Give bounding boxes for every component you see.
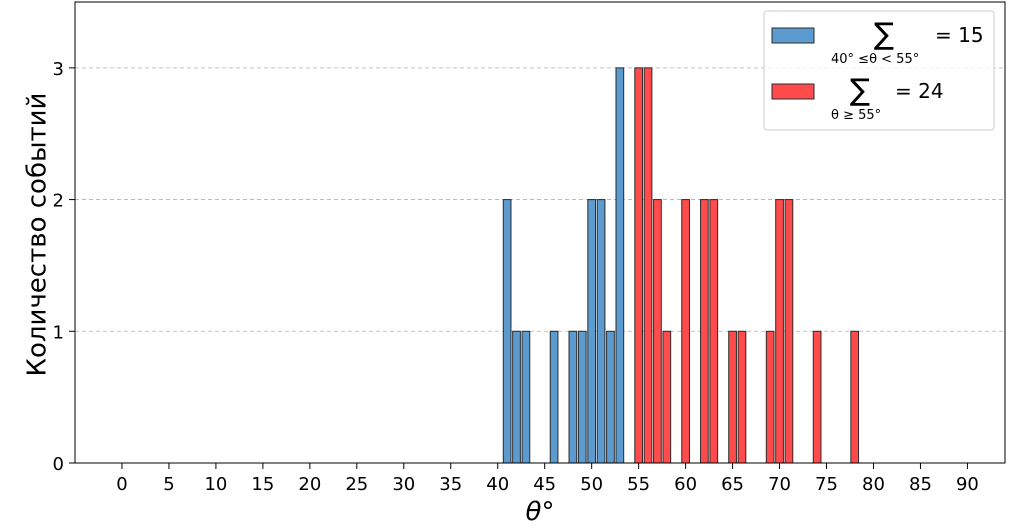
plot-frame bbox=[74, 1, 1006, 464]
bar bbox=[568, 330, 578, 464]
bar bbox=[502, 199, 512, 464]
bar bbox=[812, 330, 822, 464]
x-tick-label: 90 bbox=[956, 474, 979, 495]
legend-value: = 15 bbox=[935, 23, 984, 47]
y-tick-label: 2 bbox=[53, 191, 64, 212]
legend-swatch bbox=[771, 27, 815, 44]
legend-box bbox=[763, 10, 995, 131]
bar bbox=[549, 330, 559, 464]
x-tick-label: 20 bbox=[298, 474, 321, 495]
x-tick-label: 55 bbox=[627, 474, 650, 495]
x-tick-label: 50 bbox=[580, 474, 603, 495]
x-tick-label: 30 bbox=[392, 474, 415, 495]
bar bbox=[577, 330, 587, 464]
x-tick-label: 0 bbox=[116, 474, 127, 495]
y-tick-label: 3 bbox=[53, 59, 64, 80]
bar bbox=[681, 199, 690, 464]
bar bbox=[775, 199, 784, 464]
y-axis-ticks: 0 1 2 3 bbox=[53, 59, 75, 475]
x-tick-label: 45 bbox=[533, 474, 556, 495]
bar bbox=[596, 199, 606, 464]
legend-sum-symbol: ∑ bbox=[874, 17, 894, 52]
bar bbox=[765, 330, 775, 464]
legend-subscript: θ ≥ 55° bbox=[831, 108, 881, 123]
legend: ∑40° ≤θ < 55°= 15∑θ ≥ 55°= 24 bbox=[763, 10, 995, 131]
x-tick-label: 5 bbox=[163, 474, 174, 495]
bar bbox=[512, 330, 521, 464]
x-tick-label: 75 bbox=[815, 474, 838, 495]
x-tick-label: 25 bbox=[345, 474, 368, 495]
legend-swatch bbox=[771, 83, 815, 100]
legend-sum-symbol: ∑ bbox=[850, 73, 870, 108]
y-axis-label: Количество событий bbox=[23, 93, 53, 377]
grid-lines bbox=[75, 67, 1005, 332]
bars bbox=[118, 67, 972, 464]
y-tick-label: 1 bbox=[53, 322, 64, 343]
bar bbox=[728, 330, 737, 464]
bar bbox=[521, 330, 531, 464]
x-tick-label: 40 bbox=[486, 474, 509, 495]
bar bbox=[784, 199, 794, 464]
bar bbox=[700, 199, 709, 464]
x-tick-label: 10 bbox=[204, 474, 227, 495]
bar bbox=[643, 67, 653, 464]
x-tick-label: 15 bbox=[251, 474, 274, 495]
x-tick-label: 60 bbox=[674, 474, 697, 495]
x-axis-label: θ° bbox=[526, 497, 555, 527]
bar bbox=[606, 330, 615, 464]
bar bbox=[709, 199, 719, 464]
x-tick-label: 35 bbox=[439, 474, 462, 495]
x-axis-ticks: 0 5 10 15 20 25 30 35 40 45 50 55 60 65 70 75 80 85 90 bbox=[116, 463, 979, 495]
bar bbox=[737, 330, 747, 464]
y-tick-label: 0 bbox=[53, 454, 64, 475]
bar bbox=[850, 330, 860, 464]
legend-subscript: 40° ≤θ < 55° bbox=[831, 52, 919, 67]
bar bbox=[662, 330, 672, 464]
bar bbox=[634, 67, 643, 464]
bar bbox=[653, 199, 662, 464]
legend-value: = 24 bbox=[895, 79, 944, 103]
x-tick-label: 85 bbox=[909, 474, 932, 495]
x-tick-label: 65 bbox=[721, 474, 744, 495]
x-tick-label: 80 bbox=[862, 474, 885, 495]
x-tick-label: 70 bbox=[768, 474, 791, 495]
bar bbox=[587, 199, 597, 464]
bar bbox=[615, 67, 625, 464]
